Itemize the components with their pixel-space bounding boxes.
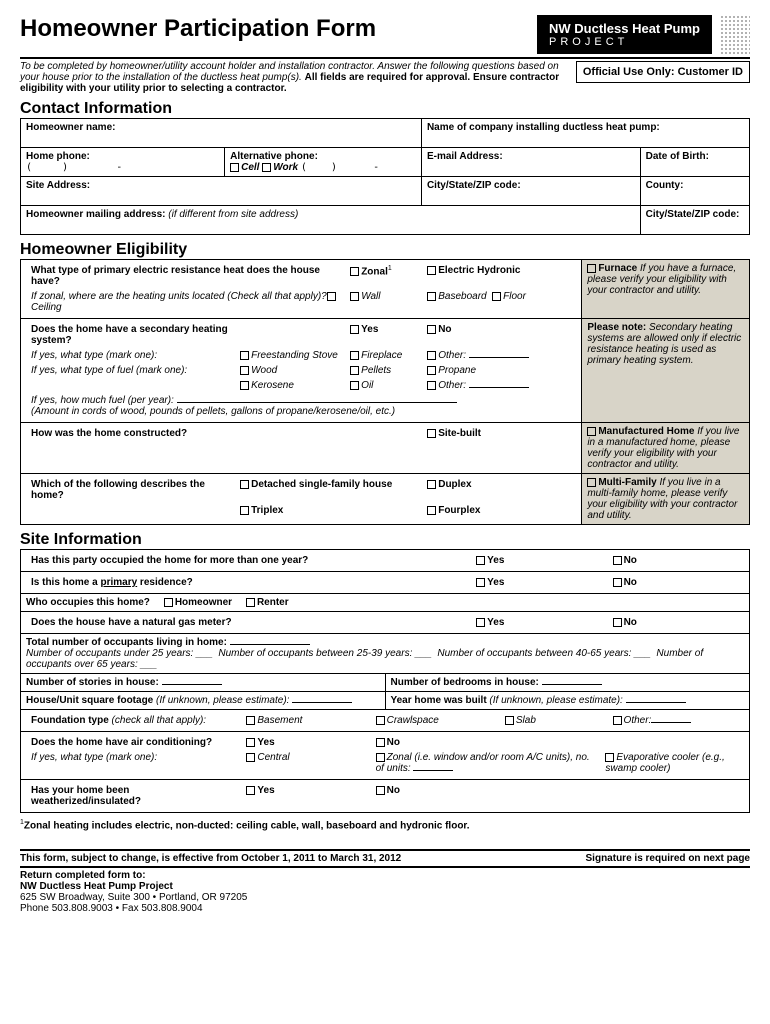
ac-row: Does the home have air conditioning? Yes… bbox=[21, 732, 750, 780]
evap-checkbox bbox=[605, 753, 614, 762]
csz-cell[interactable]: City/State/ZIP code: bbox=[421, 177, 640, 206]
occupied-row: Has this party occupied the home for mor… bbox=[21, 550, 750, 572]
section-contact: Contact Information bbox=[20, 100, 750, 118]
divider3 bbox=[20, 866, 750, 868]
furnace-checkbox[interactable] bbox=[587, 264, 596, 273]
weather-row: Has your home been weatherized/insulated… bbox=[21, 780, 750, 813]
gas-no-checkbox bbox=[613, 618, 622, 627]
triplex-checkbox bbox=[240, 506, 249, 515]
gas-yes-checkbox bbox=[476, 618, 485, 627]
work-checkbox[interactable] bbox=[262, 163, 271, 172]
site-address-cell[interactable]: Site Address: bbox=[21, 177, 422, 206]
wall-checkbox bbox=[350, 292, 359, 301]
dob-cell[interactable]: Date of Birth: bbox=[640, 148, 749, 177]
logo-dots bbox=[720, 15, 750, 55]
fireplace-checkbox bbox=[350, 351, 359, 360]
stories-cell[interactable]: Number of stories in house: bbox=[21, 674, 386, 692]
county-cell[interactable]: County: bbox=[640, 177, 749, 206]
return-block: Return completed form to: NW Ductless He… bbox=[20, 870, 750, 914]
ac-yes-checkbox bbox=[246, 738, 255, 747]
sec-yes-checkbox bbox=[350, 325, 359, 334]
foundation-row: Foundation type (check all that apply): … bbox=[21, 710, 750, 732]
homeowner-name-cell[interactable]: Homeowner name: bbox=[21, 119, 422, 148]
site-table: Has this party occupied the home for mor… bbox=[20, 549, 750, 813]
describes-cell: Which of the following describes the hom… bbox=[21, 474, 582, 525]
hydronic-checkbox bbox=[427, 266, 436, 275]
propane-checkbox bbox=[427, 366, 436, 375]
divider bbox=[20, 57, 750, 59]
csz2-cell[interactable]: City/State/ZIP code: bbox=[640, 206, 749, 235]
oil-checkbox bbox=[350, 381, 359, 390]
heat-type-cell: What type of primary electric resistance… bbox=[21, 260, 582, 319]
multifamily-checkbox[interactable] bbox=[587, 478, 596, 487]
ac-no-checkbox bbox=[376, 738, 385, 747]
occ-yes-checkbox bbox=[476, 556, 485, 565]
renter-checkbox[interactable] bbox=[246, 598, 255, 607]
footnote: 1Zonal heating includes electric, non-du… bbox=[20, 819, 750, 831]
constructed-cell: How was the home constructed? Site-built bbox=[21, 423, 582, 474]
wood-checkbox bbox=[240, 366, 249, 375]
basement-checkbox bbox=[246, 716, 255, 725]
occupants-row: Total number of occupants living in home… bbox=[21, 634, 750, 674]
company-name-cell[interactable]: Name of company installing ductless heat… bbox=[421, 119, 749, 148]
central-checkbox bbox=[246, 753, 255, 762]
email-cell[interactable]: E-mail Address: bbox=[421, 148, 640, 177]
sitebuilt-checkbox bbox=[427, 429, 436, 438]
section-site: Site Information bbox=[20, 531, 750, 549]
logo-line2: PROJECT bbox=[549, 36, 700, 48]
contact-table: Homeowner name: Name of company installi… bbox=[20, 118, 750, 235]
home-phone-cell[interactable]: Home phone: ( ) - bbox=[21, 148, 225, 177]
secondary-note: Please note: Secondary heating systems a… bbox=[582, 319, 750, 423]
w-yes-checkbox bbox=[246, 786, 255, 795]
other2-checkbox bbox=[427, 381, 436, 390]
baseboard-checkbox bbox=[427, 292, 436, 301]
who-row: Who occupies this home? Homeowner Renter bbox=[21, 594, 750, 612]
secondary-cell: Does the home have a secondary heating s… bbox=[21, 319, 582, 423]
header-row: Homeowner Participation Form NW Ductless… bbox=[20, 15, 750, 55]
alt-phone-cell[interactable]: Alternative phone: Cell Work ( ) - bbox=[225, 148, 422, 177]
manuf-note: Manufactured Home If you live in a manuf… bbox=[582, 423, 750, 474]
freestanding-checkbox bbox=[240, 351, 249, 360]
kerosene-checkbox bbox=[240, 381, 249, 390]
fourplex-checkbox bbox=[427, 506, 436, 515]
prim-no-checkbox bbox=[613, 578, 622, 587]
found-other-checkbox bbox=[613, 716, 622, 725]
zonalac-checkbox bbox=[376, 753, 385, 762]
page-title: Homeowner Participation Form bbox=[20, 15, 529, 43]
homeowner-checkbox[interactable] bbox=[164, 598, 173, 607]
divider2 bbox=[20, 849, 750, 851]
intro-row: To be completed by homeowner/utility acc… bbox=[20, 61, 750, 94]
furnace-note: Furnace If you have a furnace, please ve… bbox=[582, 260, 750, 319]
sec-no-checkbox bbox=[427, 325, 436, 334]
prim-yes-checkbox bbox=[476, 578, 485, 587]
bedrooms-cell[interactable]: Number of bedrooms in house: bbox=[385, 674, 750, 692]
ceiling-checkbox[interactable] bbox=[327, 292, 336, 301]
year-cell[interactable]: Year home was built (If unknown, please … bbox=[385, 692, 750, 710]
eligibility-table: What type of primary electric resistance… bbox=[20, 259, 750, 525]
slab-checkbox bbox=[505, 716, 514, 725]
cell-checkbox[interactable] bbox=[230, 163, 239, 172]
primary-row: Is this home a primary residence? Yes No bbox=[21, 572, 750, 594]
w-no-checkbox bbox=[376, 786, 385, 795]
section-eligibility: Homeowner Eligibility bbox=[20, 241, 750, 259]
pellets-checkbox bbox=[350, 366, 359, 375]
effective-row: This form, subject to change, is effecti… bbox=[20, 853, 750, 864]
official-use-box: Official Use Only: Customer ID bbox=[576, 61, 750, 83]
gas-row: Does the house have a natural gas meter?… bbox=[21, 612, 750, 634]
crawlspace-checkbox bbox=[376, 716, 385, 725]
sqft-cell[interactable]: House/Unit square footage (If unknown, p… bbox=[21, 692, 386, 710]
logo-line1: NW Ductless Heat Pump bbox=[549, 21, 700, 36]
logo-box: NW Ductless Heat Pump PROJECT bbox=[537, 15, 712, 54]
other1-checkbox bbox=[427, 351, 436, 360]
mail-address-cell[interactable]: Homeowner mailing address: (if different… bbox=[21, 206, 641, 235]
duplex-checkbox bbox=[427, 480, 436, 489]
zonal-checkbox bbox=[350, 267, 359, 276]
intro-text: To be completed by homeowner/utility acc… bbox=[20, 61, 568, 94]
multifamily-note: Multi-Family If you live in a multi-fami… bbox=[582, 474, 750, 525]
floor-checkbox bbox=[492, 292, 501, 301]
occ-no-checkbox bbox=[613, 556, 622, 565]
detached-checkbox bbox=[240, 480, 249, 489]
manuf-checkbox[interactable] bbox=[587, 427, 596, 436]
